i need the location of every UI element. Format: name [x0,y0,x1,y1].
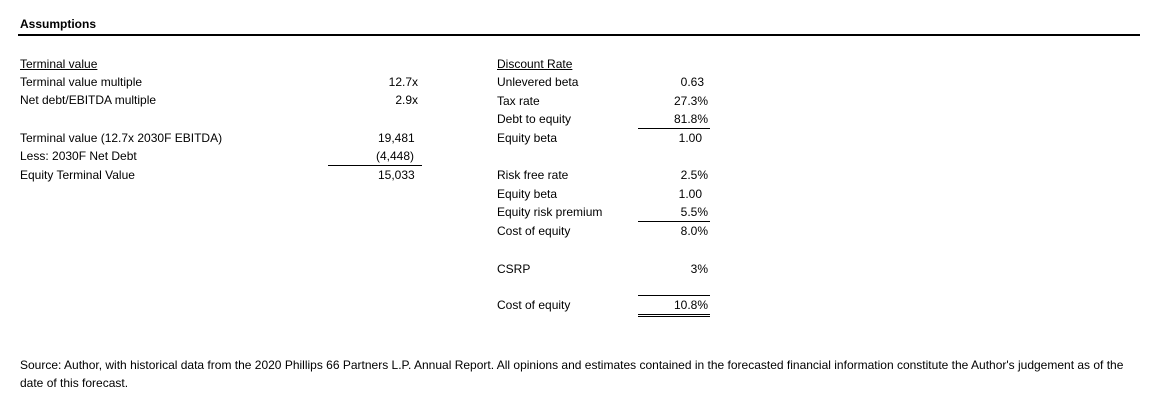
dr-value-cost-of-equity: 8.0% [680,224,708,238]
tv-label-terminal-value: Terminal value (12.7x 2030F EBITDA) [20,131,223,145]
dr-label-tax-rate: Tax rate [497,94,540,108]
discount-rate-header: Discount Rate [497,57,573,71]
tv-value-net-debt: (4,448) [376,149,415,163]
dr-value-csrp: 3% [690,262,708,276]
dr-value-debt-equity: 81.8% [673,112,708,126]
dr-label-debt-equity: Debt to equity [497,112,572,126]
dr-label-csrp: CSRP [497,262,531,276]
dr-label-equity-beta: Equity beta [497,131,558,145]
section-title: Assumptions [20,17,97,31]
dr-label-equity-beta-2: Equity beta [497,187,558,201]
dr-label-unlevered-beta: Unlevered beta [497,75,579,89]
source-footnote: Source: Author, with historical data fro… [20,358,1124,390]
tv-value-net-debt-multiple: 2.9x [395,93,418,107]
tv-label-net-debt: Less: 2030F Net Debt [20,149,137,163]
dr-value-erp: 5.5% [680,205,708,219]
tv-label-net-debt-multiple: Net debt/EBITDA multiple [20,93,157,107]
tv-value-multiple: 12.7x [388,75,418,89]
dr-label-cost-of-equity: Cost of equity [497,224,571,238]
dr-value-risk-free: 2.5% [680,168,708,182]
dr-total-double-rule [638,298,710,317]
tv-label-multiple: Terminal value multiple [20,75,143,89]
dr-value-tax-rate: 27.3% [673,94,708,108]
dr-value-unlevered-beta: 0.63 [680,75,704,89]
dr-cost-equity-rule [638,205,710,222]
title-divider [18,34,1140,36]
dr-value-cost-of-equity-total: 10.8% [673,298,708,312]
tv-subtotal-rule [328,149,422,166]
tv-label-equity-terminal: Equity Terminal Value [20,168,135,182]
dr-label-erp: Equity risk premium [497,205,603,219]
terminal-value-header: Terminal value [20,57,98,71]
tv-value-terminal-value: 19,481 [378,131,415,145]
dr-equity-beta-rule [638,112,710,129]
dr-value-equity-beta-2: 1.00 [678,187,702,201]
dr-value-equity-beta: 1.00 [678,131,702,145]
dr-label-cost-of-equity-total: Cost of equity [497,298,571,312]
tv-value-equity-terminal: 15,033 [378,168,415,182]
dr-label-risk-free: Risk free rate [497,168,569,182]
dr-total-top-rule [638,295,710,296]
